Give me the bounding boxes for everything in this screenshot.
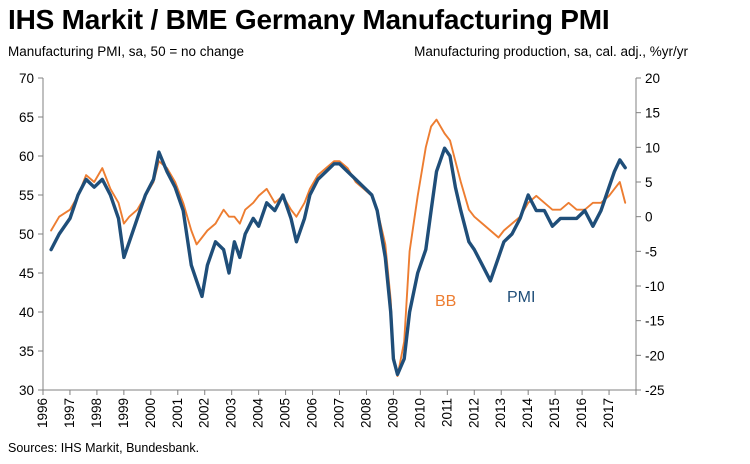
x-tick-label: 2003 bbox=[224, 398, 239, 428]
x-tick-label: 2005 bbox=[278, 398, 293, 428]
bb-series-line bbox=[50, 118, 627, 378]
right-tick-label: 5 bbox=[645, 175, 653, 190]
source-note: Sources: IHS Markit, Bundesbank. bbox=[8, 441, 200, 455]
x-tick-label: 1999 bbox=[116, 398, 131, 428]
right-tick-label: -20 bbox=[645, 348, 665, 363]
left-tick-label: 65 bbox=[19, 110, 34, 125]
pmi-series-label: PMI bbox=[507, 289, 535, 306]
pmi-series-line bbox=[49, 146, 627, 377]
left-tick-label: 70 bbox=[19, 71, 34, 86]
x-tick-label: 2002 bbox=[197, 398, 212, 428]
x-tick-label: 2016 bbox=[574, 398, 589, 428]
right-tick-label: -10 bbox=[645, 279, 665, 294]
right-tick-label: 20 bbox=[645, 71, 660, 86]
x-tick-label: 2006 bbox=[305, 398, 320, 428]
right-tick-label: -15 bbox=[645, 314, 665, 329]
x-tick-label: 1996 bbox=[35, 398, 50, 428]
left-tick-label: 40 bbox=[19, 305, 34, 320]
left-tick-label: 60 bbox=[19, 149, 34, 164]
left-tick-label: 30 bbox=[19, 383, 34, 398]
right-tick-label: -25 bbox=[645, 383, 665, 398]
x-tick-label: 2008 bbox=[358, 398, 373, 428]
x-tick-label: 1997 bbox=[62, 398, 77, 428]
bb-series-label: BB bbox=[435, 293, 456, 310]
right-tick-label: 15 bbox=[645, 106, 660, 121]
right-tick-label: 10 bbox=[645, 140, 660, 155]
x-tick-label: 2014 bbox=[520, 398, 535, 429]
x-tick-label: 2001 bbox=[170, 398, 185, 428]
x-tick-label: 2007 bbox=[332, 398, 347, 428]
chart-axes: 30 35 40 45 50 55 60 65 70 -25 -20 -15 -10 -5 0 5 10 15 20… bbox=[19, 71, 665, 428]
left-tick-label: 55 bbox=[19, 188, 34, 203]
x-tick-label: 2009 bbox=[385, 398, 400, 428]
x-tick-label: 1998 bbox=[89, 398, 104, 428]
x-tick-label: 2015 bbox=[547, 398, 562, 428]
left-tick-label: 50 bbox=[19, 227, 34, 242]
x-tick-label: 2012 bbox=[466, 398, 481, 428]
x-tick-label: 2011 bbox=[439, 398, 454, 427]
right-axis-label: Manufacturing production, sa, cal. adj.,… bbox=[414, 44, 688, 59]
left-axis-label: Manufacturing PMI, sa, 50 = no change bbox=[8, 44, 245, 59]
chart-series bbox=[49, 118, 627, 378]
chart-title: IHS Markit / BME Germany Manufacturing P… bbox=[8, 4, 610, 35]
x-tick-label: 2013 bbox=[493, 398, 508, 428]
x-tick-label: 2000 bbox=[143, 398, 158, 428]
x-tick-label: 2004 bbox=[251, 398, 266, 429]
right-tick-label: 0 bbox=[645, 210, 653, 225]
left-tick-label: 45 bbox=[19, 266, 34, 281]
left-tick-label: 35 bbox=[19, 344, 34, 359]
right-tick-label: -5 bbox=[645, 244, 657, 259]
x-tick-label: 2010 bbox=[412, 398, 427, 428]
x-tick-label: 2017 bbox=[601, 398, 616, 428]
